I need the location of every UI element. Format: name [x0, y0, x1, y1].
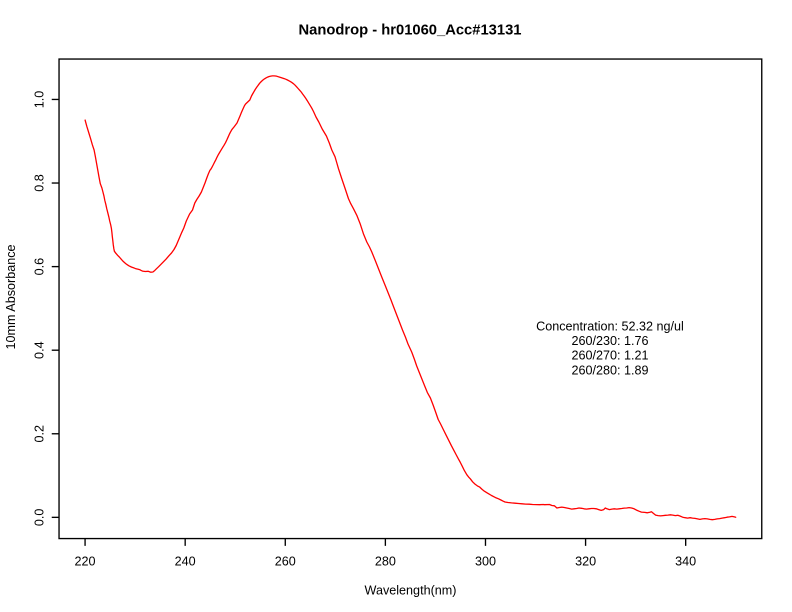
svg-text:320: 320: [575, 555, 596, 569]
svg-text:0.2: 0.2: [33, 425, 47, 443]
svg-text:240: 240: [175, 555, 196, 569]
svg-text:Concentration: 52.32 ng/ul: Concentration: 52.32 ng/ul: [536, 319, 684, 333]
svg-text:260/230: 1.76: 260/230: 1.76: [571, 334, 648, 348]
svg-text:300: 300: [475, 555, 496, 569]
svg-text:0.6: 0.6: [33, 258, 47, 276]
svg-text:0.0: 0.0: [33, 509, 47, 527]
svg-text:260/280: 1.89: 260/280: 1.89: [571, 363, 648, 377]
svg-text:Nanodrop - hr01060_Acc#13131: Nanodrop - hr01060_Acc#13131: [298, 23, 521, 39]
svg-text:10mm Absorbance: 10mm Absorbance: [4, 244, 18, 349]
svg-text:340: 340: [675, 555, 696, 569]
svg-text:220: 220: [75, 555, 96, 569]
svg-text:280: 280: [375, 555, 396, 569]
svg-text:260: 260: [275, 555, 296, 569]
svg-text:1.0: 1.0: [33, 91, 47, 109]
svg-text:Wavelength(nm): Wavelength(nm): [365, 583, 457, 597]
svg-text:0.8: 0.8: [33, 174, 47, 192]
svg-text:260/270: 1.21: 260/270: 1.21: [571, 349, 648, 363]
svg-text:0.4: 0.4: [33, 341, 47, 359]
